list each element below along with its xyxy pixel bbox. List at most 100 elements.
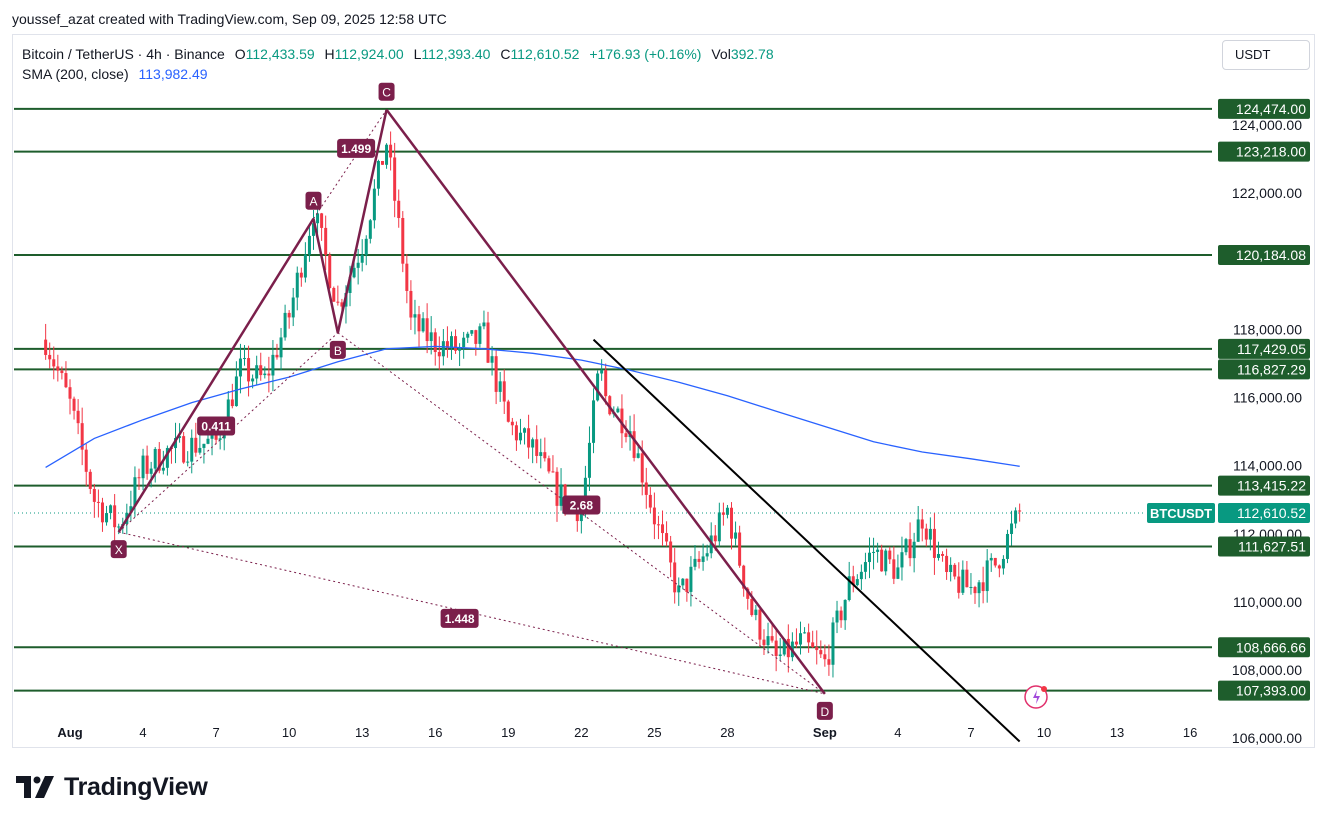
candle-down (417, 314, 421, 332)
last-price-symbol-label: BTCUSDT (1150, 506, 1212, 521)
candle-down (494, 356, 498, 392)
candle-down (632, 431, 636, 458)
candle-up (701, 556, 705, 562)
candle-down (920, 519, 924, 529)
alert-icon[interactable] (1024, 685, 1048, 709)
candle-down (555, 471, 559, 506)
candle-up (429, 332, 433, 342)
pattern-ratio-line-XD (118, 531, 825, 695)
candle-up (283, 312, 287, 338)
candle-down (76, 410, 80, 424)
candle-down (145, 455, 149, 474)
time-tick-label: 10 (282, 725, 296, 740)
candle-up (190, 437, 194, 462)
candle-up (872, 551, 876, 553)
level-price-label: 124,474.00 (1236, 101, 1306, 117)
level-price-label: 113,415.22 (1237, 478, 1306, 494)
pattern-ratio-label: 0.411 (201, 419, 231, 433)
price-tick-label: 110,000.00 (1233, 594, 1302, 610)
candle-up (421, 318, 425, 332)
candle-up (482, 322, 486, 327)
candle-down (981, 582, 985, 592)
candle-down (137, 477, 141, 479)
candle-up (133, 477, 137, 507)
candle-up (1001, 558, 1005, 569)
level-labels: 124,474.00 123,218.00 120,184.08 117,429.05… (1218, 98, 1310, 701)
currency-selector[interactable]: USDT (1222, 40, 1310, 70)
candle-up (847, 576, 851, 600)
candle-down (405, 263, 409, 291)
pattern-point-label: D (821, 705, 830, 719)
time-tick-label: 22 (574, 725, 588, 740)
candle-down (96, 501, 100, 503)
candle-up (587, 442, 591, 478)
candle-down (827, 659, 831, 665)
candle-up (218, 438, 222, 440)
candle-down (697, 558, 701, 562)
candle-up (531, 439, 535, 448)
tradingview-logo[interactable]: TradingView (16, 772, 208, 802)
time-tick-label: Sep (813, 725, 837, 740)
candle-down (324, 227, 328, 255)
pattern-ratio-label: 2.68 (570, 499, 594, 513)
candle-down (932, 528, 936, 558)
pattern-ratio-line-XB (118, 332, 339, 533)
candle-down (640, 453, 644, 483)
candle-up (243, 358, 247, 360)
candle-down (48, 354, 52, 360)
candle-down (194, 437, 198, 453)
pattern-point-badge (816, 701, 833, 720)
candle-down (1018, 510, 1022, 512)
candle-up (677, 585, 681, 593)
price-tick-label: 116,000.00 (1233, 390, 1302, 406)
candle-down (320, 213, 324, 228)
candle-down (340, 302, 344, 307)
time-tick-label: 13 (1110, 725, 1124, 740)
close-value: 112,610.52 (510, 46, 580, 62)
candle-up (904, 539, 908, 553)
candle-down (88, 471, 92, 489)
candle-up (766, 636, 770, 646)
volume-label: Vol (711, 46, 731, 62)
candle-down (746, 588, 750, 599)
candle-up (202, 443, 206, 448)
candle-down (685, 578, 689, 592)
candle-up (616, 408, 620, 413)
candle-down (68, 387, 72, 399)
pattern-ratio-badge (197, 416, 236, 436)
time-tick-label: 7 (967, 725, 974, 740)
candle-down (656, 524, 660, 526)
candle-down (807, 632, 811, 643)
candle-down (762, 639, 766, 646)
candle-up (936, 553, 940, 558)
candle-up (251, 378, 255, 382)
symbol-name[interactable]: Bitcoin / TetherUS · 4h · Binance (22, 46, 225, 62)
candle-up (129, 506, 133, 513)
pattern-ratio-badge (337, 138, 376, 158)
chart-frame[interactable] (12, 34, 1315, 748)
candle-down (157, 448, 161, 471)
candle-up (376, 161, 380, 189)
candle-up (681, 578, 685, 586)
candle-down (750, 598, 754, 616)
candle-up (928, 528, 932, 540)
candle-down (514, 425, 518, 441)
close-label: C (500, 46, 511, 62)
price-tick-label: 124,000.00 (1232, 117, 1302, 133)
level-price-label: 116,827.29 (1237, 361, 1306, 377)
sma-legend[interactable]: SMA (200, close) 113,982.49 (22, 66, 208, 82)
candle-up (717, 512, 721, 542)
candle-down (770, 636, 774, 641)
candle-down (908, 539, 912, 559)
candle-up (725, 507, 729, 515)
candle-up (153, 448, 157, 469)
candle-down (380, 161, 384, 165)
level-price-tag (1218, 141, 1310, 162)
candle-up (523, 428, 527, 433)
open-value: 112,433.59 (245, 46, 315, 62)
candle-up (141, 455, 145, 479)
candle-up (458, 347, 462, 351)
price-tick-label: 114,000.00 (1233, 458, 1302, 474)
candle-up (884, 550, 888, 572)
